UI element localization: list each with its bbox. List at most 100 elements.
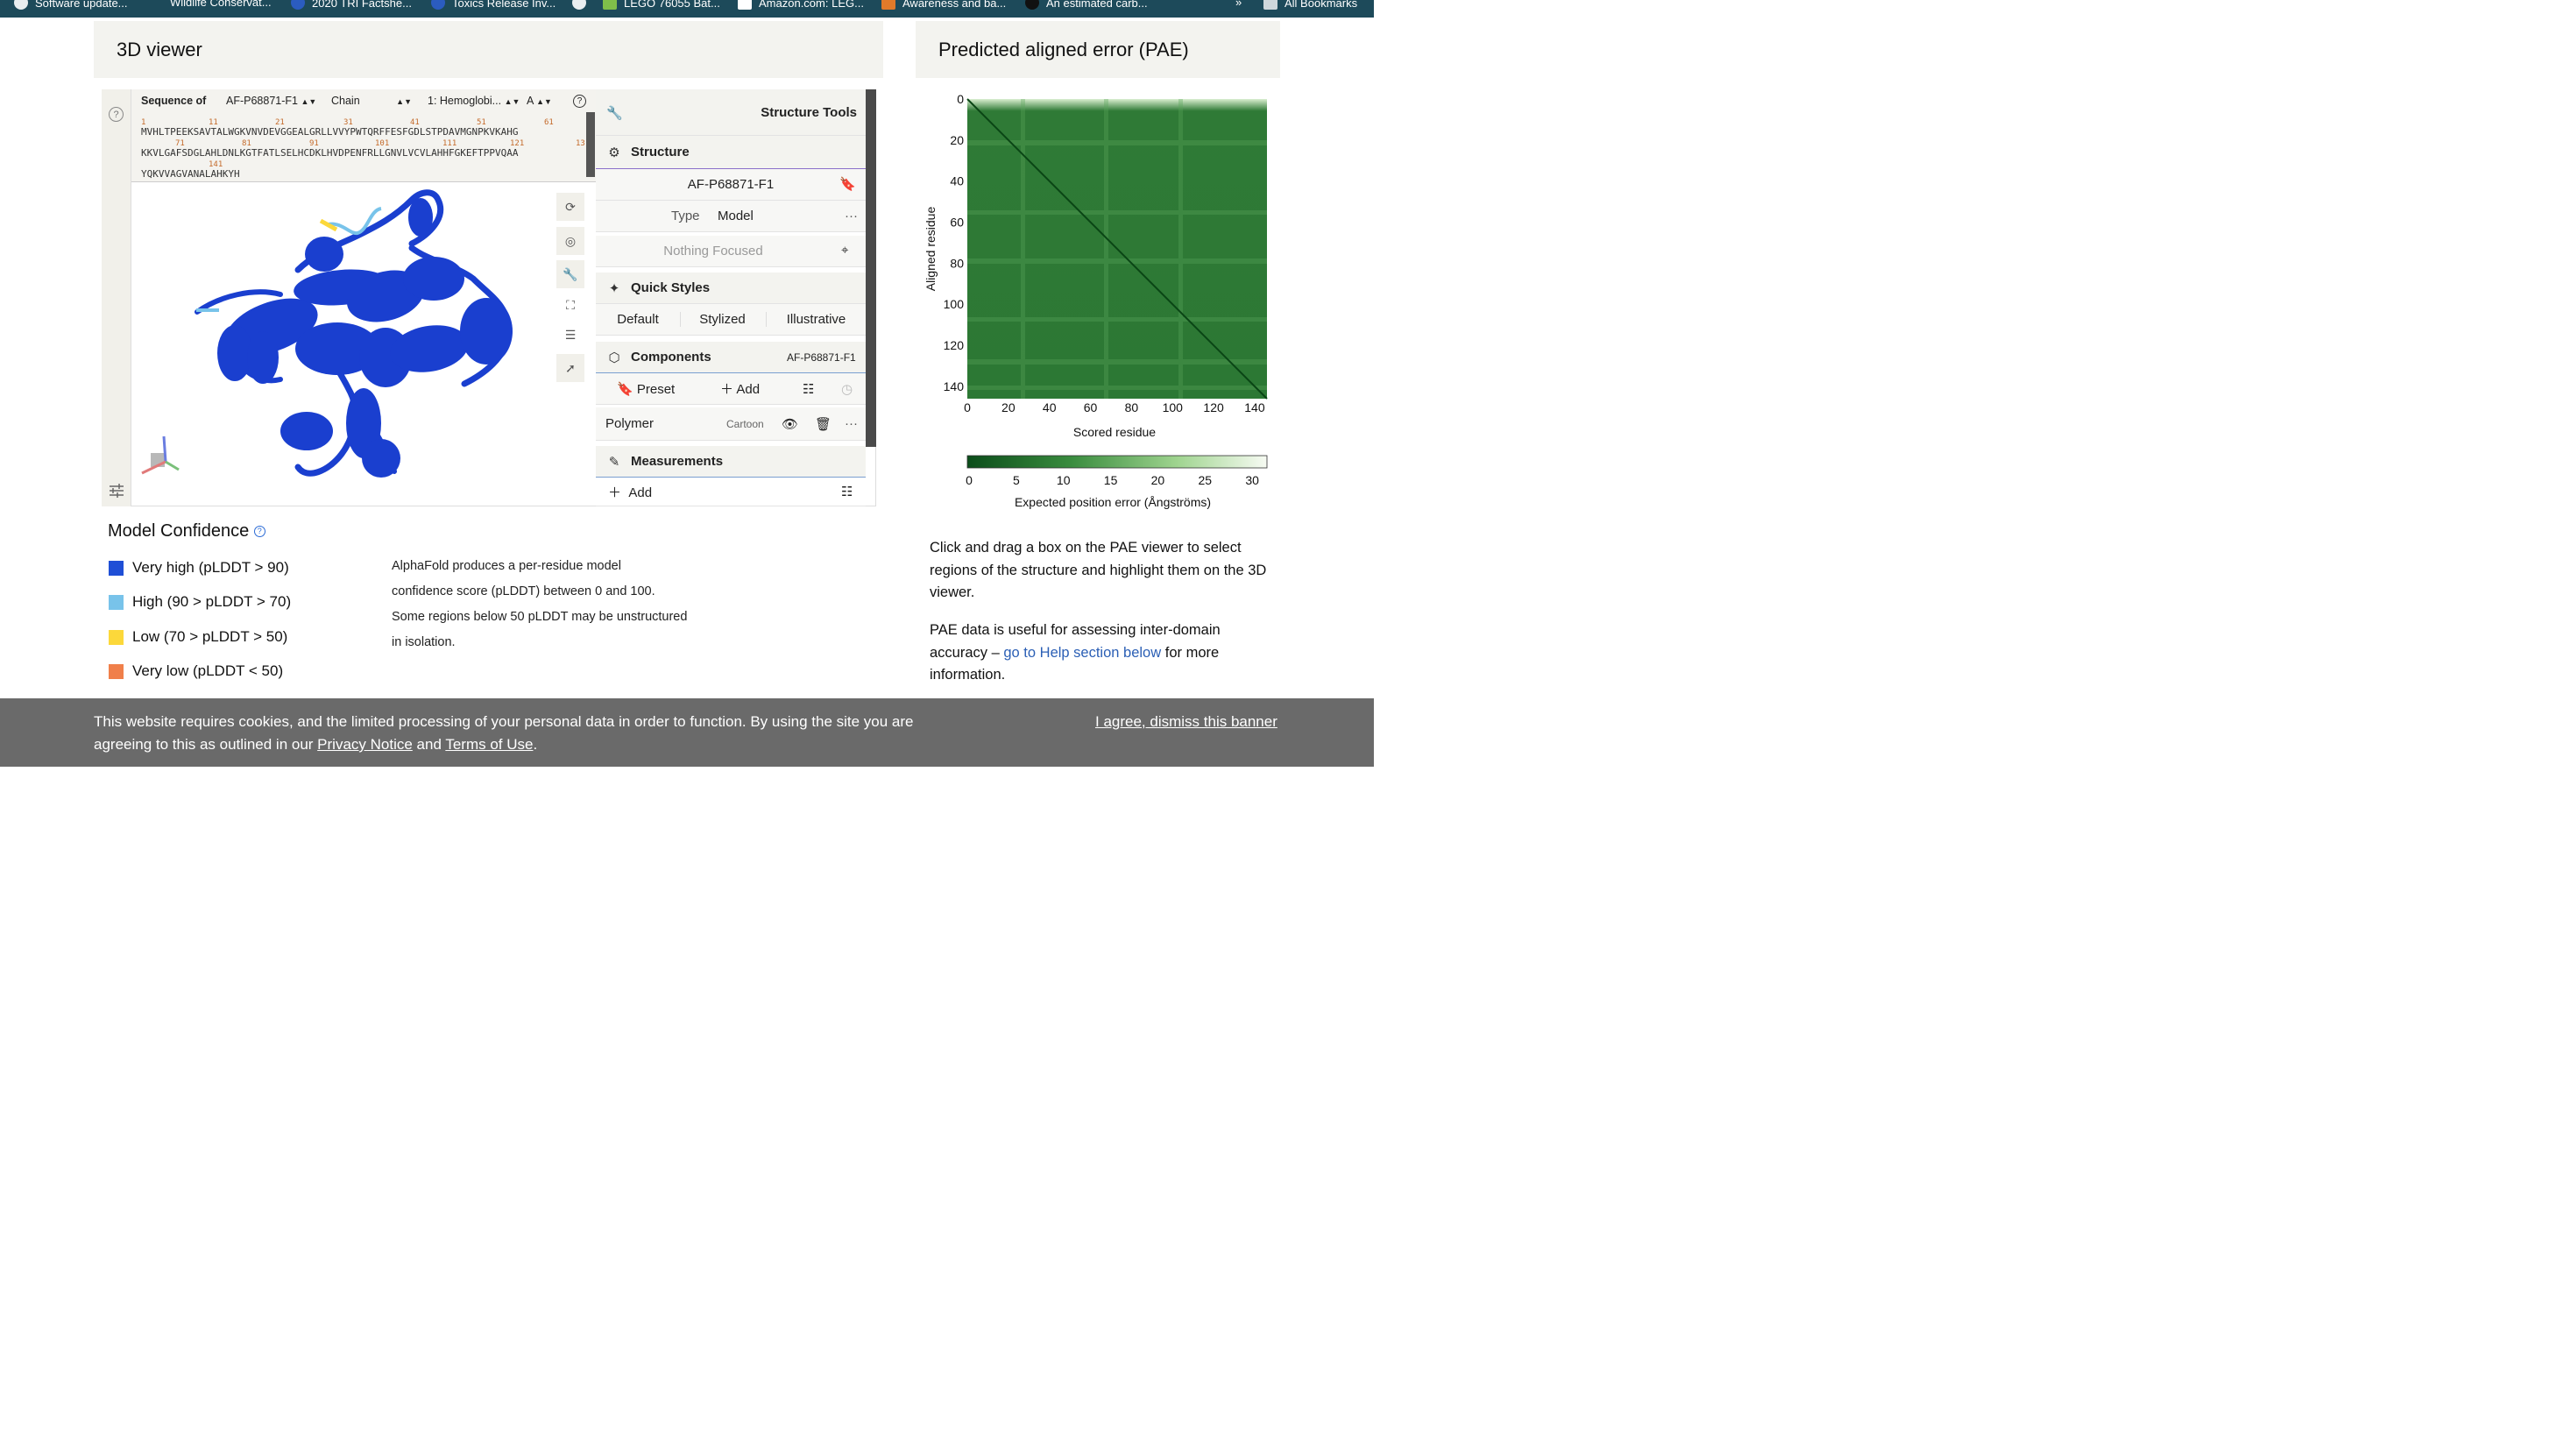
- bookmark-item[interactable]: 2020 TRI Factshe...: [291, 0, 412, 10]
- pae-xtick: 80: [1125, 400, 1139, 414]
- selection-mode-button[interactable]: ➚: [556, 354, 584, 382]
- legend-item-very-high: Very high (pLDDT > 90): [109, 559, 289, 577]
- style-default-button[interactable]: Default: [617, 312, 659, 327]
- legend-item-high: High (90 > pLDDT > 70): [109, 593, 291, 611]
- trash-icon[interactable]: 🗑: [815, 416, 832, 432]
- focus-row[interactable]: Nothing Focused ⌖: [596, 236, 866, 267]
- help-icon[interactable]: ?: [109, 107, 124, 122]
- pae-heatmap-texture: [967, 99, 1267, 399]
- toggle-controls-button[interactable]: 🔧: [556, 260, 584, 288]
- bookmark-item[interactable]: Software update...: [14, 0, 128, 10]
- add-measurement-button[interactable]: ＋ Add: [608, 485, 653, 500]
- sequence-line[interactable]: KKVLGAFSDGLAHLDNLKGTFATLSELHCDKLHVDPENFR…: [141, 147, 519, 159]
- component-options-icon[interactable]: ☷: [803, 381, 815, 397]
- reset-camera-button[interactable]: ⟳: [556, 193, 584, 221]
- bookmark-item[interactable]: [572, 0, 586, 10]
- more-options-icon[interactable]: ···: [845, 416, 858, 431]
- fullscreen-icon: ⛶: [566, 297, 575, 312]
- style-illustrative-button[interactable]: Illustrative: [766, 312, 866, 327]
- preset-button[interactable]: 🔖 Preset: [617, 381, 676, 397]
- more-options-icon[interactable]: ···: [845, 209, 858, 223]
- measurements-header[interactable]: ✎ Measurements: [596, 446, 866, 478]
- seq-number: 111: [442, 139, 457, 148]
- confidence-title: Model Confidence ?: [108, 521, 265, 542]
- screenshot-button[interactable]: ◎: [556, 227, 584, 255]
- info-icon[interactable]: ?: [253, 526, 265, 538]
- settings-sliders-icon[interactable]: [109, 484, 124, 498]
- seq-number: 31: [343, 118, 353, 127]
- structure-section-header[interactable]: ⚙ Structure: [596, 136, 866, 169]
- add-component-button[interactable]: ＋ Add: [720, 382, 761, 397]
- pae-note-2: PAE data is useful for assessing inter-d…: [930, 622, 1221, 683]
- measurements-add-row: ＋ Add ☷: [596, 478, 866, 506]
- bookmark-item[interactable]: Awareness and ba...: [881, 0, 1006, 10]
- pae-ytick: 80: [950, 256, 964, 270]
- pae-ytick: 140: [944, 379, 965, 393]
- help-icon[interactable]: ?: [573, 95, 586, 108]
- sliders-icon: ☰: [564, 327, 577, 342]
- help-section-link[interactable]: go to Help section below: [1003, 644, 1162, 661]
- bookmark-item[interactable]: Wildlife Conservat...: [170, 0, 272, 9]
- bookmark-item[interactable]: An estimated carb...: [1025, 0, 1148, 10]
- confidence-description: AlphaFold produces a per-residue model: [392, 559, 621, 573]
- representation-select[interactable]: Cartoon: [726, 417, 764, 430]
- confidence-description: confidence score (pLDDT) between 0 and 1…: [392, 584, 655, 598]
- colorbar-tick: 0: [966, 473, 973, 487]
- dismiss-cookie-button[interactable]: I agree, dismiss this banner: [1095, 713, 1277, 730]
- legend-item-very-low: Very low (pLDDT < 50): [109, 662, 283, 680]
- seq-number: 101: [375, 139, 390, 148]
- colorbar-label: Expected position error (Ångströms): [1015, 495, 1211, 509]
- entry-select[interactable]: AF-P68871-F1 ▲▼: [226, 95, 317, 107]
- sequence-line[interactable]: YQKVVAGVANALAHKYH: [141, 168, 240, 180]
- legend-item-low: Low (70 > pLDDT > 50): [109, 628, 287, 646]
- tools-scrollbar[interactable]: [866, 89, 876, 447]
- cookie-banner: This website requires cookies, and the l…: [0, 698, 1374, 767]
- seq-number: 21: [275, 118, 285, 127]
- settings-button[interactable]: ☰: [556, 321, 584, 349]
- polymer-row[interactable]: Polymer Cartoon 👁 🗑 ···: [596, 407, 866, 441]
- viewer-title: 3D viewer: [117, 38, 202, 60]
- history-icon[interactable]: ◷: [841, 381, 853, 397]
- quick-styles-header[interactable]: ✦ Quick Styles: [596, 273, 866, 304]
- seq-number: 41: [410, 118, 420, 127]
- terms-of-use-link[interactable]: Terms of Use: [445, 736, 534, 753]
- select-arrows-icon: ▲▼: [536, 97, 552, 106]
- type-select[interactable]: Model: [718, 209, 754, 223]
- protein-cartoon[interactable]: [131, 182, 556, 506]
- seq-number: 141: [209, 160, 223, 169]
- sequence-scrollbar[interactable]: [586, 112, 595, 177]
- all-bookmarks-button[interactable]: All Bookmarks: [1263, 0, 1357, 10]
- refresh-icon: ⟳: [565, 199, 576, 214]
- bookmarks-overflow-button[interactable]: »: [1235, 0, 1242, 9]
- bookmark-item[interactable]: Amazon.com: LEG...: [738, 0, 864, 10]
- globe-icon: [14, 0, 28, 10]
- chain-mode-select[interactable]: Chain ▲▼: [331, 95, 412, 107]
- style-stylized-button[interactable]: Stylized: [680, 312, 764, 327]
- fullscreen-button[interactable]: ⛶: [556, 291, 584, 319]
- entity-select[interactable]: 1: Hemoglobi... ▲▼: [428, 95, 520, 107]
- privacy-notice-link[interactable]: Privacy Notice: [317, 736, 413, 753]
- sequence-line[interactable]: MVHLTPEEKSAVTALWGKVNVDEVGGEALGRLLVVYPWTQ…: [141, 126, 519, 138]
- eye-icon[interactable]: 👁: [782, 416, 799, 432]
- focus-target-icon[interactable]: ⌖: [841, 243, 849, 258]
- measurement-options-icon[interactable]: ☷: [841, 485, 853, 499]
- pae-xtick: 60: [1084, 400, 1098, 414]
- pae-ytick: 60: [950, 216, 964, 230]
- bookmark-icon[interactable]: 🔖: [839, 177, 856, 192]
- chain-select[interactable]: A ▲▼: [527, 95, 552, 107]
- pae-ylabel: Aligned residue: [924, 207, 938, 292]
- colorbar-tick: 15: [1104, 473, 1118, 487]
- globe-icon: [431, 0, 445, 10]
- gear-icon: ⚙: [608, 145, 620, 160]
- structure-select[interactable]: AF-P68871-F1 🔖: [596, 169, 866, 201]
- magic-wand-icon: ✦: [608, 280, 620, 296]
- pae-ytick: 40: [950, 174, 964, 188]
- bookmark-item[interactable]: Toxics Release Inv...: [431, 0, 556, 10]
- bookmark-item[interactable]: LEGO 76055 Bat...: [603, 0, 720, 10]
- pae-ytick: 100: [944, 297, 965, 311]
- pae-xtick: 40: [1043, 400, 1057, 414]
- components-header[interactable]: ⬡ Components AF-P68871-F1: [596, 342, 866, 373]
- wrench-icon: 🔧: [563, 266, 578, 281]
- seq-number: 91: [309, 139, 319, 148]
